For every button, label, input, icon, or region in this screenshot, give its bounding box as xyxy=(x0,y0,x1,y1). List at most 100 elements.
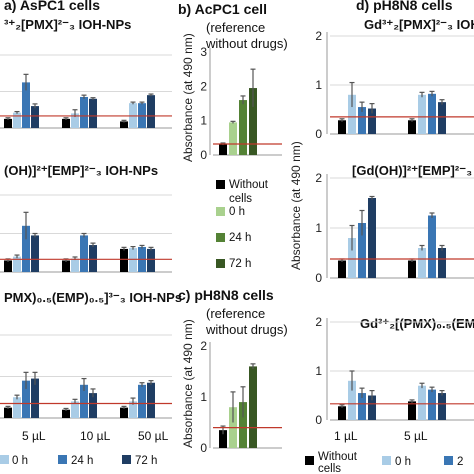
bar-a2-2-0 xyxy=(120,248,128,272)
tick-label-b-2: 2 xyxy=(200,79,207,93)
cat-label-a3-0: 5 µL xyxy=(22,429,46,443)
bar-d3-0-2 xyxy=(358,393,366,420)
panel-b-ylabel: Absorbance (at 490 nm) xyxy=(181,33,195,162)
panel-a-title: a) AsPC1 cells xyxy=(4,0,100,13)
bar-a1-0-2 xyxy=(22,82,30,128)
bar-a2-0-2 xyxy=(22,225,30,272)
bar-d1-0-2 xyxy=(358,107,366,134)
legend-mid-swatch-without xyxy=(216,180,225,189)
bar-a3-0-0 xyxy=(4,407,12,418)
panel-d3-subtitle: Gd³⁺₂[(PMX)₀.₅(EMP)₀.₅ xyxy=(360,316,474,331)
legend-mid-72h: 72 h xyxy=(229,258,251,270)
bar-a1-2-0 xyxy=(120,121,128,128)
bar-a2-0-0 xyxy=(4,260,12,272)
panel-c-ylabel: Absorbance (at 490 nm) xyxy=(181,319,195,448)
panel-b-title: b) AcPC1 cell xyxy=(178,1,267,17)
bar-a1-0-3 xyxy=(31,106,39,128)
cat-label-d3-1: 5 µL xyxy=(404,429,428,443)
bar-d1-1-2 xyxy=(428,93,436,134)
bar-a3-1-0 xyxy=(62,409,70,418)
tick-label-b-3: 3 xyxy=(200,45,207,59)
legend-bottom-0h: 0 h xyxy=(12,455,28,467)
bar-a1-1-2 xyxy=(80,96,88,128)
bar-d3-0-0 xyxy=(338,406,346,420)
tick-label-d3-1: 1 xyxy=(315,364,322,378)
panel-c-title: c) pH8N8 cells xyxy=(178,287,274,303)
bar-d2-0-2 xyxy=(358,223,366,278)
bar-b-0-2 xyxy=(239,100,247,155)
bar-a1-1-3 xyxy=(89,98,97,128)
legend-mid-0h: 0 h xyxy=(229,206,245,218)
plot-layer: 0 1 2 3 0 1 2 0 1 2 0 1 2 0 1 2 xyxy=(0,29,474,455)
bar-a2-0-3 xyxy=(31,235,39,272)
legend-bottom-partial: 2 xyxy=(457,456,463,468)
bar-a3-1-3 xyxy=(89,393,97,418)
bar-d1-1-3 xyxy=(438,102,446,134)
panel-c-subtitle-line2: without drugs) xyxy=(205,322,288,337)
bar-a3-1-2 xyxy=(80,384,88,418)
legend-bottom-swatch-24h xyxy=(58,455,67,464)
tick-label-d1-2: 2 xyxy=(315,29,322,43)
panel-c-subtitle-line1: (reference xyxy=(206,306,265,321)
legend-bottom-swatch-0h xyxy=(0,455,9,464)
legend-bottom-0h-right: 0 h xyxy=(395,456,411,468)
tick-label-d2-2: 2 xyxy=(315,171,322,185)
legend-bottom-swatch-without xyxy=(305,456,314,465)
cat-label-d3-0: 1 µL xyxy=(334,429,358,443)
bar-d2-0-3 xyxy=(368,198,376,278)
bar-b-0-3 xyxy=(249,88,257,155)
bar-a2-1-0 xyxy=(62,260,70,272)
legend-bottom: 0 h 24 h 72 h Without cells 0 h 2 xyxy=(0,451,463,474)
legend-mid-swatch-0h xyxy=(216,207,225,216)
bar-d1-1-0 xyxy=(408,120,416,134)
legend-mid-swatch-72h xyxy=(216,259,225,268)
bar-b-0-0 xyxy=(219,144,227,155)
panel-d-title: d) pH8N8 cells xyxy=(356,0,453,13)
bar-d2-1-3 xyxy=(438,248,446,278)
bar-d1-0-3 xyxy=(368,108,376,134)
panel-d2-ylabel: Absorbance (at 490 nm) xyxy=(289,141,303,270)
bar-a1-0-1 xyxy=(13,112,21,128)
tick-label-d2-1: 1 xyxy=(315,221,322,235)
panel-d1-subtitle: Gd³⁺₂[PMX]²⁻₃ IOH-NPs xyxy=(364,17,474,32)
bar-a3-2-1 xyxy=(129,401,137,418)
panel-a3-subtitle: PMX)₀.₅(EMP)₀.₅]³⁻₃ IOH-NPs xyxy=(4,290,182,305)
bar-a1-1-1 xyxy=(71,113,79,128)
panel-a1-subtitle: ³⁺₂[PMX]²⁻₃ IOH-NPs xyxy=(4,17,131,32)
tick-label-d3-0: 0 xyxy=(315,413,322,427)
bar-a2-1-2 xyxy=(80,235,88,272)
panel-b-subtitle-line1: (reference xyxy=(206,20,265,35)
legend-bottom-swatch-partial xyxy=(444,456,453,465)
bar-a3-0-2 xyxy=(22,380,30,418)
bar-a2-0-1 xyxy=(13,256,21,272)
bar-d1-0-1 xyxy=(348,94,356,134)
bar-b-0-1 xyxy=(229,122,237,155)
legend-bottom-swatch-0h-right xyxy=(382,456,391,465)
legend-bottom-72h: 72 h xyxy=(135,455,157,467)
bar-d3-1-1 xyxy=(418,385,426,420)
bar-a1-0-0 xyxy=(4,118,12,128)
bar-c-0-2 xyxy=(239,402,247,448)
bar-d2-1-1 xyxy=(418,248,426,278)
bar-a2-2-1 xyxy=(129,248,137,272)
tick-label-d3-2: 2 xyxy=(315,315,322,329)
bar-d2-0-0 xyxy=(338,260,346,278)
cat-label-a3-1: 10 µL xyxy=(80,429,111,443)
tick-label-c-0: 0 xyxy=(200,441,207,455)
tick-label-c-1: 1 xyxy=(200,390,207,404)
panel-b-subtitle-line2: without drugs) xyxy=(205,36,288,51)
tick-label-b-0: 0 xyxy=(200,148,207,162)
bar-d3-1-3 xyxy=(438,393,446,420)
bar-a3-2-0 xyxy=(120,407,128,418)
bar-a1-1-0 xyxy=(62,118,70,128)
tick-label-b-1: 1 xyxy=(200,114,207,128)
bar-a3-1-1 xyxy=(71,401,79,418)
bar-d2-1-0 xyxy=(408,260,416,278)
bar-a3-0-1 xyxy=(13,397,21,418)
bar-c-0-0 xyxy=(219,430,227,448)
panel-a2-subtitle: (OH)]²⁺[EMP]²⁻₃ IOH-NPs xyxy=(4,163,158,178)
bar-d2-1-2 xyxy=(428,215,436,278)
legend-bottom-24h: 24 h xyxy=(71,455,93,467)
bar-d1-1-1 xyxy=(418,94,426,134)
legend-bottom-swatch-72h xyxy=(122,455,131,464)
